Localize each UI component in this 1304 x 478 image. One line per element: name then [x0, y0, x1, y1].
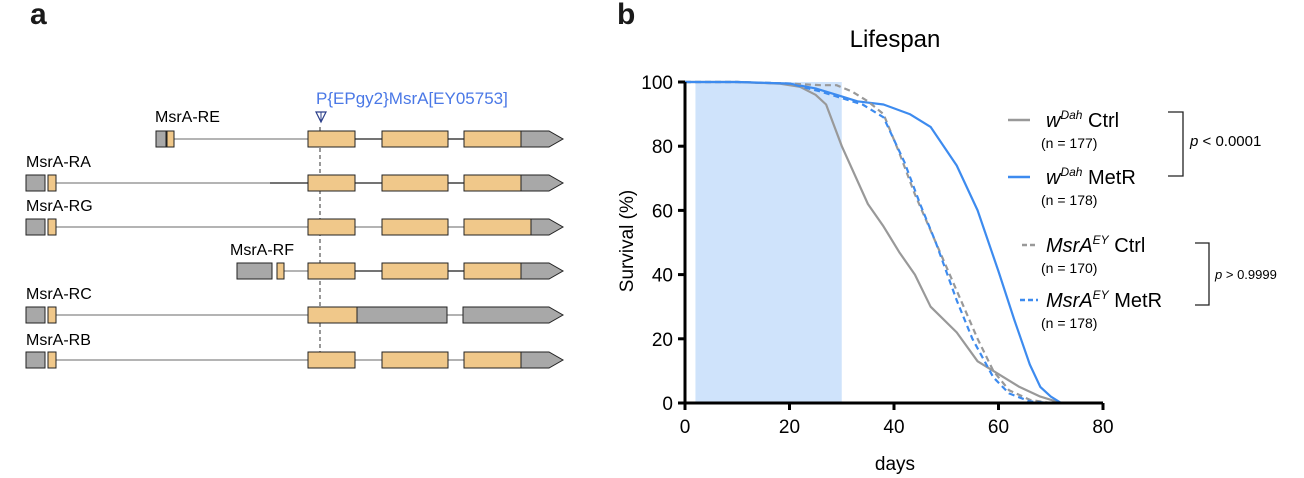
transcript-re [155, 130, 565, 148]
transcript-label-rb: MsrA-RB [26, 332, 91, 349]
panel-label-a: a [30, 0, 47, 31]
series-wdah-metr [685, 80, 1062, 404]
legend-n-msraey-ctrl: (n = 170) [1041, 260, 1097, 276]
transcript-label-rc: MsrA-RC [26, 286, 92, 303]
transcript-label-rf: MsrA-RF [230, 242, 294, 259]
legend: wDah Ctrl (n = 177) wDah MetR (n = 178) … [1008, 108, 1162, 331]
transcript-label-re: MsrA-RE [155, 109, 220, 126]
transcript-rf [236, 262, 565, 280]
transcript-rg [25, 218, 565, 236]
legend-item-msraey-metr: MsrAEY MetR (n = 178) [1020, 288, 1162, 331]
x-axis-label: days [875, 454, 915, 475]
insertion-label: P{EPgy2}MsrA[EY05753] [316, 89, 508, 108]
legend-n-wdah-metr: (n = 178) [1041, 192, 1097, 208]
p-value-bottom: p > 0.9999 [1214, 267, 1277, 282]
chart-title: Lifespan [850, 26, 941, 53]
series-lines [685, 80, 1062, 405]
x-tick-label: 80 [1092, 417, 1113, 438]
legend-label-msraey-metr: MsrAEY MetR [1046, 288, 1162, 312]
transcript-label-ra: MsrA-RA [26, 154, 91, 171]
x-tick-label: 20 [779, 417, 800, 438]
treatment-shaded-region [695, 82, 842, 403]
series-msraey-ctrl [685, 80, 1051, 405]
legend-n-wdah-ctrl: (n = 177) [1041, 135, 1097, 151]
significance-bracket-bottom: p > 0.9999 [1195, 242, 1277, 306]
panel-label-b: b [617, 0, 636, 31]
transcript-label-rg: MsrA-RG [26, 198, 93, 215]
y-axis-label: Survival (%) [617, 190, 638, 292]
legend-item-msraey-ctrl: MsrAEY Ctrl (n = 170) [1022, 233, 1145, 276]
legend-item-wdah-metr: wDah MetR (n = 178) [1008, 165, 1136, 208]
gene-structure-diagram: P{EPgy2}MsrA[EY05753] MsrA-RE MsrA-RA Ms… [25, 89, 565, 369]
series-msraey-metr [685, 80, 1051, 405]
y-tick-label: 60 [652, 201, 673, 222]
legend-label-msraey-ctrl: MsrAEY Ctrl [1046, 233, 1145, 257]
y-tick-label: 40 [652, 266, 673, 287]
y-tick-label: 80 [652, 137, 673, 158]
transcript-rc [25, 306, 565, 324]
legend-n-msraey-metr: (n = 178) [1041, 315, 1097, 331]
p-value-top: p < 0.0001 [1189, 133, 1261, 150]
legend-label-wdah-ctrl: wDah Ctrl [1046, 108, 1119, 132]
x-tick-label: 0 [680, 417, 691, 438]
significance-bracket-top: p < 0.0001 [1168, 111, 1261, 177]
legend-item-wdah-ctrl: wDah Ctrl (n = 177) [1008, 108, 1119, 151]
axes: 0 20 40 60 80 100 0 20 40 60 80 [641, 73, 1113, 438]
legend-label-wdah-metr: wDah MetR [1046, 165, 1136, 189]
y-tick-label: 20 [652, 330, 673, 351]
y-tick-label: 0 [662, 394, 673, 415]
x-tick-label: 60 [988, 417, 1009, 438]
transcript-ra [25, 174, 565, 192]
transcript-rb [25, 351, 565, 369]
y-tick-label: 100 [641, 73, 673, 94]
x-tick-label: 40 [883, 417, 904, 438]
